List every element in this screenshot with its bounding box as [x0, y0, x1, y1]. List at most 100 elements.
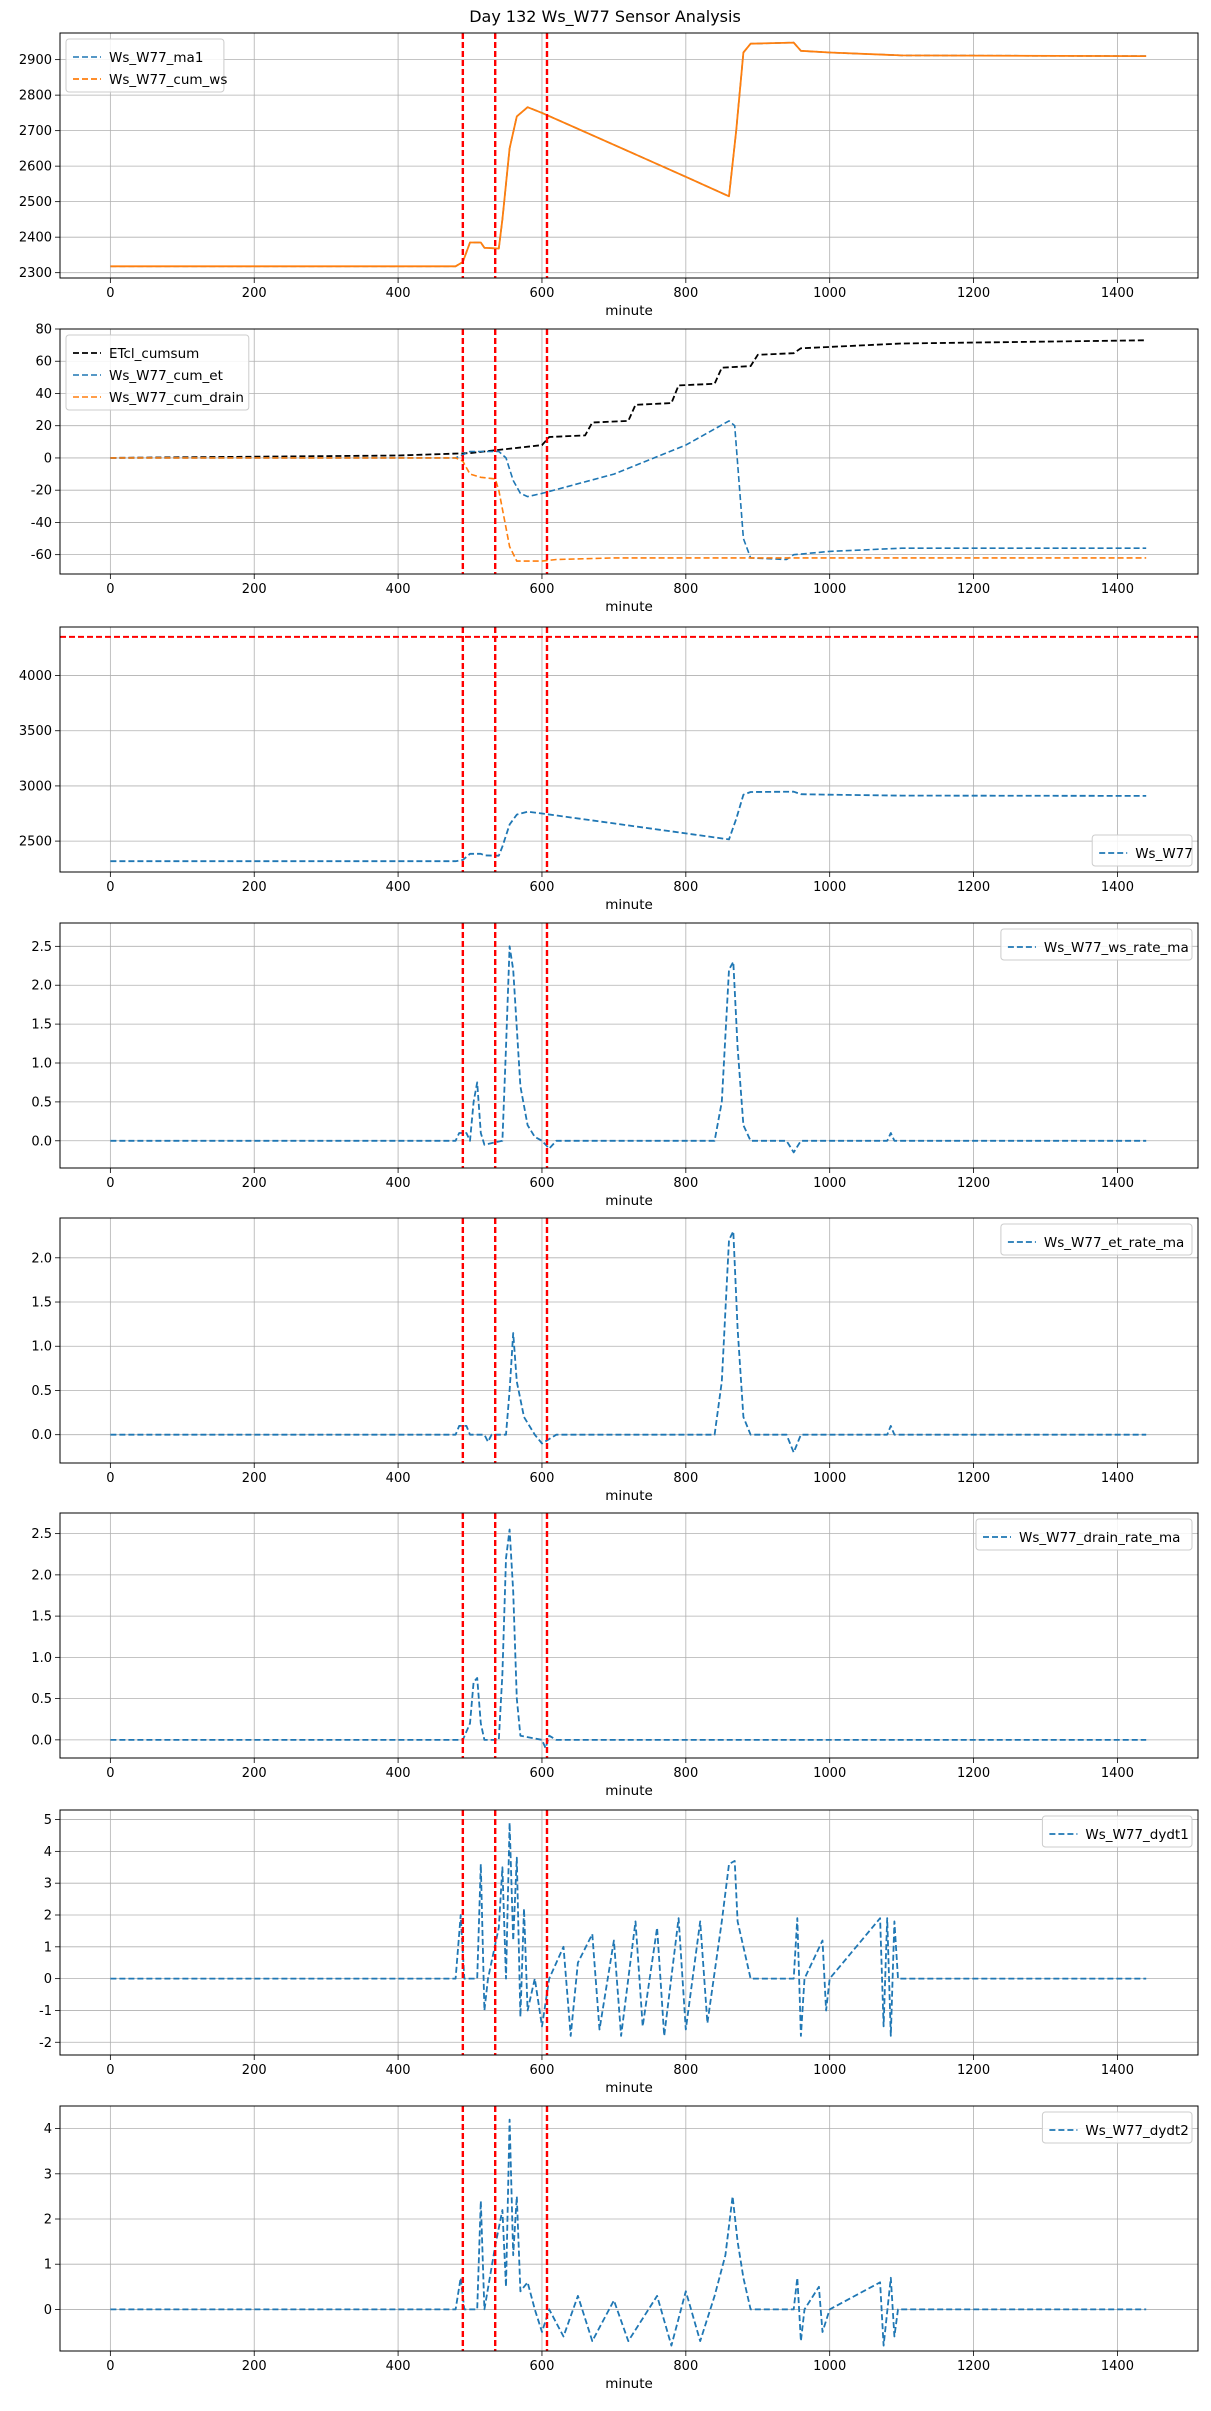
y-tick-label: 2600: [19, 160, 52, 175]
y-tick-label: -60: [31, 548, 52, 563]
y-tick-label: 1.0: [31, 1340, 52, 1355]
legend-label: Ws_W77_dydt2: [1085, 2123, 1188, 2139]
x-tick-label: 800: [673, 880, 698, 895]
y-tick-label: 2: [44, 2213, 52, 2228]
legend: Ws_W77_dydt2: [1041, 2111, 1193, 2144]
x-tick-label: 600: [530, 1471, 555, 1486]
x-tick-label: 200: [242, 1176, 267, 1191]
x-tick-label: 200: [242, 880, 267, 895]
legend-box: [1041, 2111, 1193, 2144]
series-line-Ws_W77_dydt2: [110, 2118, 1147, 2347]
axes-frame: [59, 1512, 1199, 1759]
x-tick-label: 1200: [957, 2063, 990, 2078]
legend-label: Ws_W77_cum_drain: [109, 390, 244, 406]
x-tick-label: 1200: [957, 1176, 990, 1191]
x-tick-label: 1400: [1101, 1471, 1134, 1486]
legend: Ws_W77_et_rate_ma: [1000, 1223, 1193, 1256]
x-tick-label: 1000: [813, 582, 846, 597]
y-tick-label: -1: [39, 2004, 52, 2019]
x-tick-label: 600: [530, 880, 555, 895]
y-tick-label: 0: [44, 2303, 52, 2318]
x-tick-label: 800: [673, 1471, 698, 1486]
plot-area: [60, 1810, 1198, 2055]
y-tick-label: 2.0: [31, 1568, 52, 1583]
x-tick-label: 1400: [1101, 1766, 1134, 1781]
x-tick-label: 1200: [957, 1471, 990, 1486]
x-tick-label: 200: [242, 2359, 267, 2374]
legend-label: Ws_W77_dydt1: [1085, 1827, 1188, 1843]
legend-label: Ws_W77_cum_ws: [109, 72, 227, 88]
x-tick-label: 0: [106, 2359, 114, 2374]
y-tick-label: 1.5: [31, 1296, 52, 1311]
legend-label: Ws_W77: [1135, 846, 1193, 862]
x-tick-label: 1000: [813, 880, 846, 895]
subplot-6: 0 200 400 600 800 1000 1200 1400 0.0 0.5 1.0 1.5 2.0…: [31, 1512, 1199, 1799]
axes-frame: [59, 328, 1199, 575]
legend-label: Ws_W77_ws_rate_ma: [1044, 940, 1189, 956]
legend: ETcl_cumsum Ws_W77_cum_et Ws_W77_cum_drain: [65, 334, 250, 411]
y-tick-label: 1.5: [31, 1610, 52, 1625]
x-tick-label: 200: [242, 1766, 267, 1781]
y-tick-label: 4000: [19, 669, 52, 684]
y-tick-label: 0.0: [31, 1134, 52, 1149]
legend-box: [975, 1518, 1193, 1551]
subplot-7: 0 200 400 600 800 1000 1200 1400 -2 -1 0 1 2 3 4 5 minut…: [39, 1809, 1199, 2096]
legend: Ws_W77_ws_rate_ma: [1000, 928, 1193, 961]
y-tick-label: 4: [44, 1845, 52, 1860]
x-tick-label: 1200: [957, 1766, 990, 1781]
y-tick-label: 0: [44, 451, 52, 466]
x-tick-label: 400: [386, 582, 411, 597]
y-tick-label: 5: [44, 1813, 52, 1828]
series-line-Ws_W77_dydt1: [110, 1821, 1147, 2037]
x-tick-label: 400: [386, 1766, 411, 1781]
y-tick-label: 2500: [19, 195, 52, 210]
x-tick-label: 200: [242, 582, 267, 597]
x-axis-label: minute: [605, 1193, 653, 1209]
legend-box: [1091, 834, 1193, 867]
series-line-Ws_W77_ws_rate_ma: [110, 945, 1147, 1154]
x-tick-label: 800: [673, 1176, 698, 1191]
y-tick-label: 1.0: [31, 1651, 52, 1666]
series-line-Ws_W77_drain_rate_ma: [110, 1528, 1147, 1749]
y-tick-label: 0: [44, 1972, 52, 1987]
plot-area: [60, 2106, 1198, 2351]
x-tick-label: 600: [530, 1766, 555, 1781]
series-line-Ws_W77: [110, 790, 1147, 863]
y-tick-label: 1.5: [31, 1018, 52, 1033]
legend-label: Ws_W77_drain_rate_ma: [1019, 1530, 1180, 1546]
plot-area: [60, 1513, 1198, 1758]
y-tick-label: -2: [39, 2036, 52, 2051]
axes-frame: [59, 2105, 1199, 2352]
y-tick-label: 2700: [19, 124, 52, 139]
x-tick-label: 400: [386, 2063, 411, 2078]
x-tick-label: 400: [386, 1471, 411, 1486]
x-tick-label: 600: [530, 1176, 555, 1191]
x-axis-label: minute: [605, 897, 653, 913]
series-line-Ws_W77_cum_et: [110, 420, 1147, 561]
x-tick-label: 0: [106, 582, 114, 597]
x-tick-label: 0: [106, 1471, 114, 1486]
x-tick-label: 0: [106, 2063, 114, 2078]
subplot-5: 0 200 400 600 800 1000 1200 1400 0.0 0.5 1.0 1.5 2.0…: [31, 1217, 1199, 1504]
x-tick-label: 400: [386, 1176, 411, 1191]
y-tick-label: 2300: [19, 266, 52, 281]
x-axis-label: minute: [605, 1783, 653, 1799]
x-axis-label: minute: [605, 2376, 653, 2392]
x-tick-label: 0: [106, 880, 114, 895]
x-tick-label: 1200: [957, 2359, 990, 2374]
y-tick-label: 3: [44, 1877, 52, 1892]
x-tick-label: 1000: [813, 1176, 846, 1191]
series-line-Ws_W77_et_rate_ma: [110, 1230, 1147, 1454]
axes-frame: [59, 32, 1199, 279]
x-tick-label: 800: [673, 1766, 698, 1781]
x-tick-label: 1400: [1101, 582, 1134, 597]
legend-box: [65, 334, 250, 411]
subplot-2: 0 200 400 600 800 1000 1200 1400 -60 -40 -20 0 20 40 6…: [31, 323, 1199, 615]
x-tick-label: 1000: [813, 1766, 846, 1781]
legend-label: Ws_W77_cum_et: [109, 368, 223, 384]
x-tick-label: 0: [106, 1176, 114, 1191]
x-tick-label: 1400: [1101, 286, 1134, 301]
subplot-1: 0 200 400 600 800 1000 1200 1400 2300 2400 2500 260…: [19, 32, 1199, 319]
x-axis-label: minute: [605, 303, 653, 319]
y-tick-label: 3: [44, 2167, 52, 2182]
